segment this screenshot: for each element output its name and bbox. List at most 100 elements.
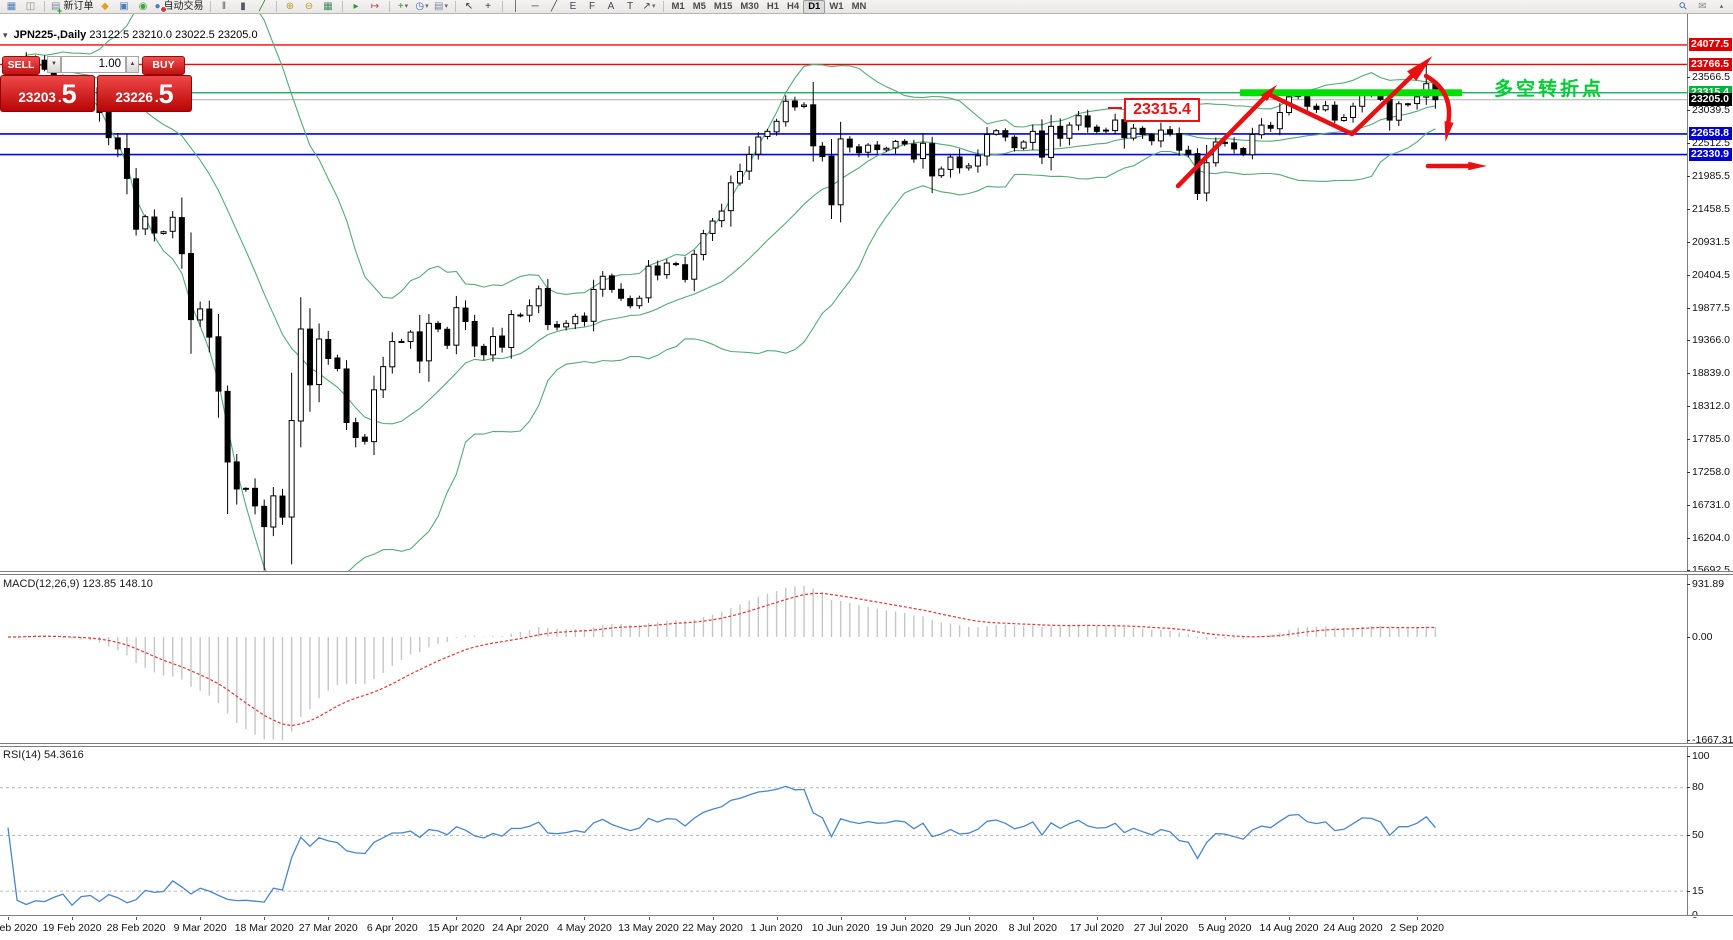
timeframe-m5[interactable]: M5 <box>692 0 706 12</box>
macd-axis-tick: 931.89 <box>1686 577 1725 590</box>
date-label: 27 Jul 2020 <box>1133 922 1189 934</box>
bar-chart-icon[interactable]: ‖ <box>221 1 227 12</box>
date-label: 24 Aug 2020 <box>1323 922 1383 934</box>
date-tick <box>1160 917 1162 920</box>
timeframe-m15[interactable]: M15 <box>713 0 733 12</box>
one-click-trading-panel: SELL ▼ 1.00 ▲ BUY 23203. 5 23226. 5 <box>0 52 200 114</box>
new-order-button[interactable]: ▤ + 新订单 <box>51 1 94 16</box>
sell-price-int: 23203 <box>18 90 56 105</box>
timeframe-h1[interactable]: H1 <box>766 0 780 12</box>
chart-shift-icon[interactable]: ↦ <box>370 1 380 12</box>
periods-icon[interactable]: ◷ ▾ <box>415 1 429 12</box>
date-label: 5 Aug 2020 <box>1198 922 1252 934</box>
date-label: 29 Jun 2020 <box>939 922 998 934</box>
toolbar-separator <box>44 1 45 12</box>
sell-price-frac: 5 <box>61 79 77 109</box>
autoscroll-icon[interactable]: ▸ <box>353 1 359 12</box>
search-icon[interactable]: ⚲ <box>1677 0 1690 13</box>
fibonacci-icon[interactable]: F <box>588 1 596 12</box>
rsi-value: 54.3616 <box>43 749 84 761</box>
terminal-icon[interactable]: ▣ <box>119 1 129 12</box>
text-icon[interactable]: A <box>607 1 615 12</box>
sell-price-box[interactable]: 23203. 5 <box>0 75 95 112</box>
line-chart-icon[interactable]: ╱ <box>258 1 266 12</box>
new-chart-icon[interactable]: ▦ <box>6 1 17 12</box>
cursor-icon[interactable]: ↖ <box>464 1 474 12</box>
date-label: 22 May 2020 <box>682 922 743 934</box>
signals-icon[interactable]: ◉ <box>138 1 148 12</box>
buy-button[interactable]: BUY <box>142 56 185 75</box>
candlestick-icon[interactable]: ▮ <box>240 1 246 12</box>
macd-axis-tick: -1667.31 <box>1686 733 1733 746</box>
price-tick: 17785.0 <box>1687 433 1730 446</box>
date-tick <box>776 917 778 920</box>
timeframe-mn[interactable]: MN <box>851 0 867 12</box>
templates-icon[interactable]: ▤ ▾ <box>434 1 448 12</box>
timeframe-h4[interactable]: H4 <box>787 0 800 12</box>
rsi-chart[interactable] <box>0 747 1687 915</box>
timeframe-m30[interactable]: M30 <box>740 0 759 12</box>
volume-input[interactable]: 1.00 <box>61 56 126 73</box>
price-tick: 18839.0 <box>1687 367 1730 380</box>
sell-button[interactable]: SELL <box>2 56 40 75</box>
date-tick <box>648 917 650 920</box>
label-icon[interactable]: T <box>626 1 634 12</box>
date-label: 10 Jun 2020 <box>811 922 870 934</box>
rsi-axis-tick: 100 <box>1687 749 1710 762</box>
date-label: 13 May 2020 <box>618 922 679 934</box>
price-badge: 23205.0 <box>1689 93 1732 107</box>
date-label: 6 Apr 2020 <box>366 922 418 934</box>
toolbar-separator <box>662 1 664 12</box>
horizontal-line-icon[interactable]: ─ <box>531 1 539 12</box>
price-chart[interactable] <box>0 14 1687 571</box>
date-label: 2 Sep 2020 <box>1390 922 1444 934</box>
timeframe-w1[interactable]: W1 <box>829 0 844 12</box>
toolbar-separator <box>454 1 456 12</box>
date-tick <box>1032 917 1034 920</box>
chat-icon[interactable]: ✉ <box>1698 1 1707 12</box>
date-tick <box>456 917 458 920</box>
timeframe-m1[interactable]: M1 <box>671 0 685 12</box>
date-label: 28 Feb 2020 <box>106 922 166 934</box>
pane-splitter-2[interactable] <box>0 743 1733 747</box>
date-tick <box>712 917 714 920</box>
arrows-icon[interactable]: ↗ ▾ <box>642 1 656 12</box>
chart-ohlc-values: 23122.5 23210.0 23022.5 23205.0 <box>89 29 258 41</box>
macd-chart[interactable] <box>0 575 1687 743</box>
crosshair-icon[interactable]: + <box>485 1 491 12</box>
macd-signal-value: 148.10 <box>119 578 153 590</box>
channel-icon[interactable]: E <box>569 1 577 12</box>
trend-annotation[interactable] <box>1175 56 1487 189</box>
price-tick: 16731.0 <box>1687 499 1730 512</box>
buy-price-box[interactable]: 23226. 5 <box>97 75 192 112</box>
price-axis[interactable]: 23566.5 23039.5 22512.5 21985.5 21458.5 20931… <box>1686 14 1733 921</box>
profiles-icon[interactable]: ◫ <box>25 1 36 12</box>
zoom-in-icon[interactable]: ⊕ <box>285 1 295 12</box>
rsi-pane[interactable]: RSI(14) 54.3616 <box>0 747 1687 915</box>
price-badge: 22658.8 <box>1689 127 1732 141</box>
date-tick <box>328 917 330 920</box>
volume-down-button[interactable]: ▼ <box>47 56 61 73</box>
date-tick <box>136 917 138 920</box>
chinese-note-annotation[interactable]: 多空转折点 <box>1494 79 1605 100</box>
vertical-line-icon[interactable]: │ <box>512 1 520 12</box>
zoom-out-icon[interactable]: ⊖ <box>304 1 314 12</box>
volume-up-button[interactable]: ▲ <box>126 56 139 73</box>
navigator-icon[interactable]: ◆ <box>101 1 109 12</box>
autotrading-button[interactable]: ● 自动交易 <box>154 1 204 13</box>
date-axis: 10 Feb 2020 19 Feb 2020 28 Feb 2020 9 Mar 2… <box>0 917 1733 940</box>
date-tick <box>904 917 906 920</box>
trendline-icon[interactable]: ╱ <box>550 1 558 12</box>
pane-splitter-1[interactable] <box>0 571 1733 575</box>
tile-windows-icon[interactable]: ▦ <box>323 1 333 12</box>
toolbar: ▦ ◫ ▤ + 新订单 ◆ ▣ ◉ ● 自动交易 ‖ ▮ ╱ ⊕ ⊖ ▦ ▸ ↦ + ▾ ◷ ▾ ▤ ▾ ↖ + │ ─ ╱ E F A T ↗ ▾… <box>0 0 1733 16</box>
price-flag-annotation[interactable]: 23315.4 <box>1124 98 1200 122</box>
date-label: 19 Feb 2020 <box>42 922 102 934</box>
timeframe-d1[interactable]: D1 <box>803 0 826 14</box>
toolbar-overflow-icon[interactable]: ▴ <box>1719 3 1724 10</box>
indicators-icon[interactable]: + ▾ <box>397 1 409 12</box>
macd-pane[interactable]: MACD(12,26,9) 123.85 148.10 <box>0 575 1687 743</box>
price-chart-pane[interactable]: ▾ JPN225-,Daily 23122.5 23210.0 23022.5 2… <box>0 14 1687 571</box>
date-label: 18 Mar 2020 <box>234 922 294 934</box>
